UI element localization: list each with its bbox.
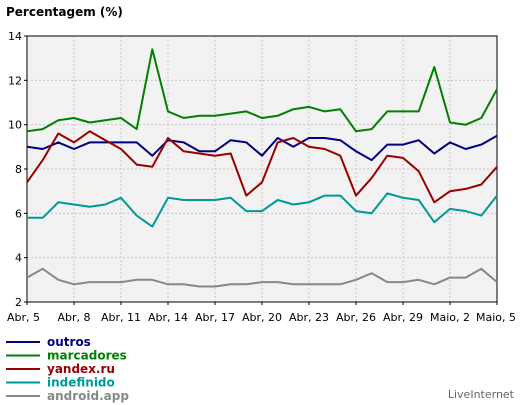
x-axis-ticks: Abr, 5 Abr, 8 Abr, 11 Abr, 14 Abr, 17 Abr, 20… — [7, 302, 516, 324]
series-line-indefinido — [27, 192, 498, 228]
x-tick-label: Abr, 17 — [195, 311, 235, 324]
legend-label: yandex.ru — [47, 362, 115, 376]
watermark-text: LiveInternet — [448, 388, 515, 401]
series-line-marcadores — [26, 48, 498, 133]
x-tick-label: Abr, 5 — [7, 311, 40, 324]
y-tick-label: 14 — [8, 30, 22, 43]
y-axis-ticks: 2 4 6 8 10 12 14 — [8, 30, 27, 309]
x-tick-label: Abr, 11 — [101, 311, 141, 324]
x-tick-label: Abr, 23 — [289, 311, 329, 324]
legend-label: marcadores — [47, 349, 127, 363]
series-line-android-app — [26, 267, 498, 288]
x-tick-label: Maio, 5 — [476, 311, 516, 324]
x-tick-label: Abr, 8 — [57, 311, 90, 324]
x-tick-label: Maio, 2 — [430, 311, 470, 324]
x-tick-label: Abr, 29 — [383, 311, 423, 324]
chart-title: Percentagem (%) — [6, 5, 123, 19]
y-tick-label: 6 — [15, 207, 22, 220]
series-lines — [26, 48, 498, 288]
series-line-yandex-ru — [26, 130, 498, 204]
legend-label: outros — [47, 335, 91, 349]
y-tick-label: 10 — [8, 119, 22, 132]
legend-label: indefinido — [47, 376, 115, 390]
legend: outrosmarcadoresyandex.ruindefinidoandro… — [6, 335, 129, 403]
x-tick-label: Abr, 26 — [336, 311, 376, 324]
legend-label: android.app — [47, 389, 129, 403]
x-tick-label: Abr, 20 — [242, 311, 282, 324]
y-tick-label: 2 — [15, 296, 22, 309]
y-tick-label: 12 — [8, 74, 22, 87]
series-line-outros — [26, 134, 498, 162]
x-tick-label: Abr, 14 — [148, 311, 188, 324]
y-tick-label: 4 — [15, 252, 22, 265]
y-tick-label: 8 — [15, 163, 22, 176]
gridlines — [27, 36, 497, 302]
